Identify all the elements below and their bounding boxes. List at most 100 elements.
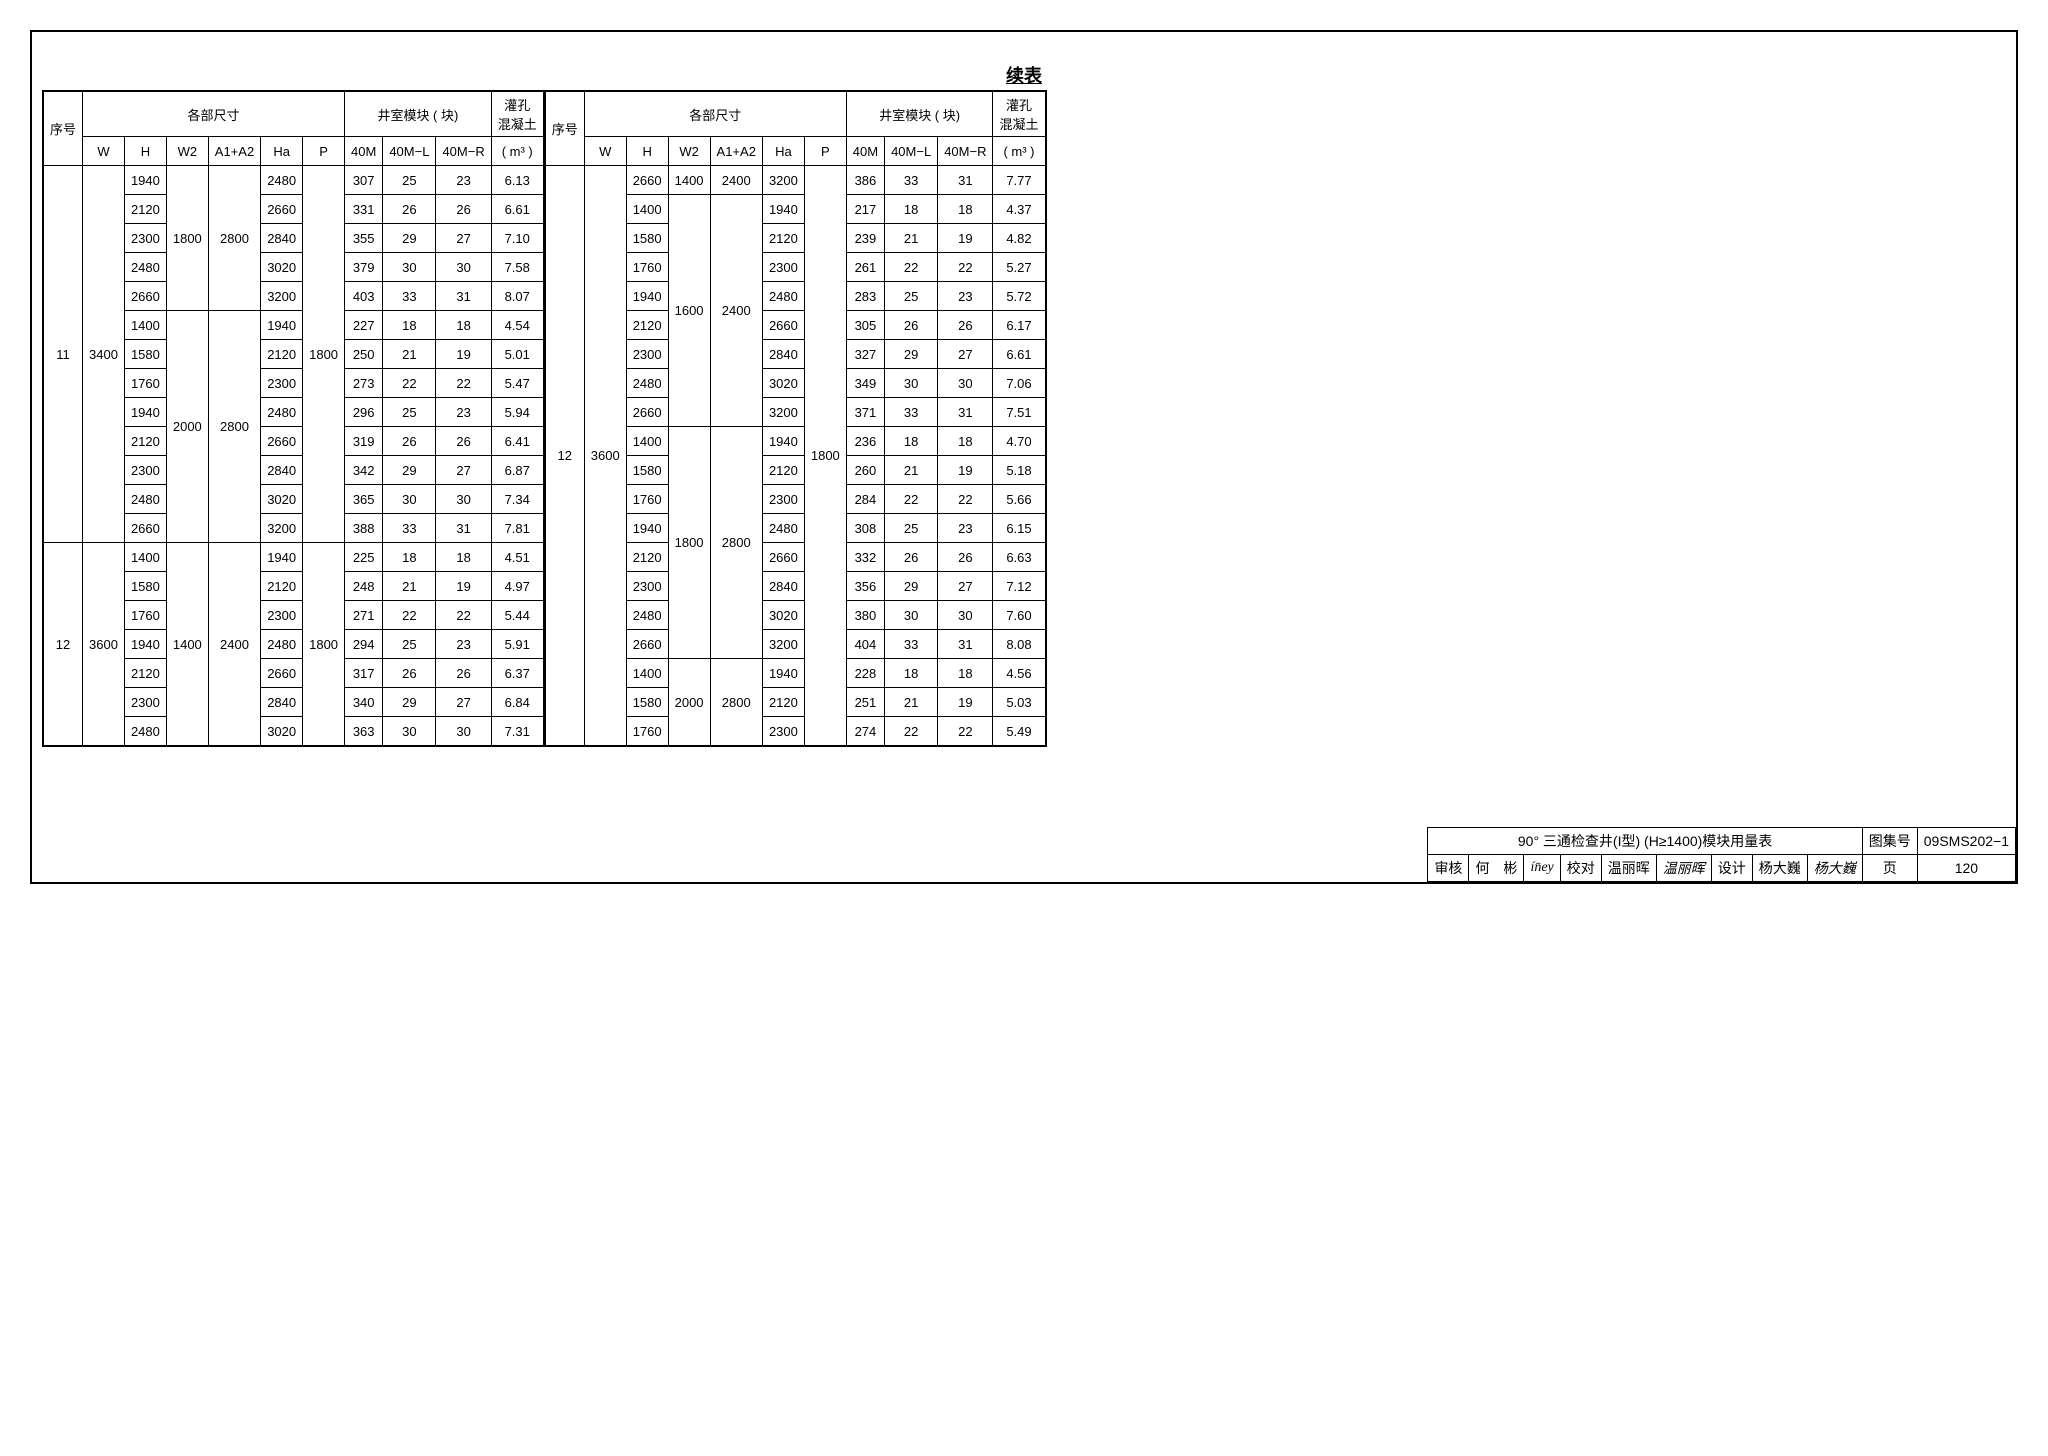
cell-Ha: 3020 — [261, 253, 303, 282]
cell-40MR: 19 — [938, 456, 993, 485]
cell-40MR: 30 — [938, 601, 993, 630]
cell-m3: 6.17 — [993, 311, 1046, 340]
cell-Ha: 1940 — [762, 659, 804, 688]
cell-H: 2120 — [124, 659, 166, 688]
cell-A1A2: 2800 — [208, 166, 260, 311]
cell-H: 1400 — [124, 311, 166, 340]
cell-Ha: 3200 — [762, 398, 804, 427]
cell-H: 1580 — [626, 688, 668, 717]
cell-H: 1760 — [626, 485, 668, 514]
cell-40ML: 33 — [383, 282, 436, 311]
cell-40ML: 30 — [885, 601, 938, 630]
drawing-no: 09SMS202−1 — [1917, 828, 2015, 855]
cell-40ML: 21 — [383, 572, 436, 601]
cell-Ha: 2480 — [261, 166, 303, 195]
cell-40ML: 25 — [885, 282, 938, 311]
cell-Ha: 3020 — [762, 369, 804, 398]
cell-m3: 4.70 — [993, 427, 1046, 456]
cell-Ha: 2480 — [261, 398, 303, 427]
cell-H: 2660 — [626, 166, 668, 195]
cell-Ha: 1940 — [762, 427, 804, 456]
design-sig: 杨大巍 — [1807, 855, 1862, 882]
col-seq: 序号 — [43, 91, 83, 166]
cell-40ML: 18 — [885, 427, 938, 456]
cell-40MR: 23 — [436, 630, 491, 659]
cell-Ha: 1940 — [762, 195, 804, 224]
cell-Ha: 1940 — [261, 543, 303, 572]
drawing-no-label: 图集号 — [1862, 828, 1917, 855]
col-A1A2: A1+A2 — [208, 137, 260, 166]
cell-40MR: 27 — [436, 688, 491, 717]
cell-seq: 11 — [43, 166, 83, 543]
cell-H: 1400 — [626, 427, 668, 456]
cell-40M: 317 — [345, 659, 383, 688]
cell-40M: 342 — [345, 456, 383, 485]
cell-40MR: 27 — [436, 224, 491, 253]
cell-40M: 403 — [345, 282, 383, 311]
cell-m3: 4.54 — [491, 311, 544, 340]
cell-40M: 227 — [345, 311, 383, 340]
cell-40ML: 26 — [885, 543, 938, 572]
cell-W2: 1600 — [668, 195, 710, 427]
cell-m3: 6.87 — [491, 456, 544, 485]
cell-40MR: 31 — [436, 514, 491, 543]
cell-Ha: 2480 — [261, 630, 303, 659]
cell-Ha: 2840 — [762, 572, 804, 601]
cell-Ha: 2660 — [261, 195, 303, 224]
drawing-title: 90° 三通检查井(I型) (H≥1400)模块用量表 — [1428, 828, 1862, 855]
cell-40MR: 26 — [436, 659, 491, 688]
cell-m3: 5.27 — [993, 253, 1046, 282]
cell-40ML: 21 — [885, 224, 938, 253]
cell-40M: 284 — [846, 485, 884, 514]
cell-W: 3400 — [83, 166, 125, 543]
cell-W2: 2000 — [668, 659, 710, 747]
cell-Ha: 2660 — [762, 543, 804, 572]
cell-40ML: 21 — [885, 688, 938, 717]
col-W: W — [584, 137, 626, 166]
cell-m3: 8.08 — [993, 630, 1046, 659]
col-grout: 灌孔混凝土 — [993, 91, 1046, 137]
cell-H: 1580 — [626, 224, 668, 253]
cell-m3: 7.81 — [491, 514, 544, 543]
cell-m3: 7.77 — [993, 166, 1046, 195]
col-P: P — [303, 137, 345, 166]
cell-H: 2480 — [626, 369, 668, 398]
cell-m3: 5.72 — [993, 282, 1046, 311]
table-row: 1236002660140024003200180038633317.77 — [545, 166, 1046, 195]
cell-Ha: 2840 — [762, 340, 804, 369]
cell-40MR: 18 — [938, 195, 993, 224]
cell-m3: 4.97 — [491, 572, 544, 601]
cell-m3: 6.61 — [491, 195, 544, 224]
cell-40MR: 19 — [938, 688, 993, 717]
cell-40M: 283 — [846, 282, 884, 311]
col-seq: 序号 — [545, 91, 585, 166]
review-sig: ín̄ey — [1524, 855, 1560, 882]
cell-40MR: 23 — [436, 166, 491, 195]
cell-H: 2480 — [124, 253, 166, 282]
cell-40MR: 27 — [938, 340, 993, 369]
cell-Ha: 2660 — [261, 427, 303, 456]
page-frame: 续表 序号 各部尺寸 井室模块 ( 块) 灌孔混凝土 W H W2 A1+A2 … — [30, 30, 2018, 884]
cell-m3: 4.51 — [491, 543, 544, 572]
cell-Ha: 2120 — [762, 688, 804, 717]
cell-A1A2: 2400 — [208, 543, 260, 747]
cell-H: 1760 — [124, 369, 166, 398]
cell-40MR: 22 — [938, 717, 993, 747]
col-W: W — [83, 137, 125, 166]
col-40MR: 40M−R — [436, 137, 491, 166]
cell-40M: 319 — [345, 427, 383, 456]
cell-seq: 12 — [545, 166, 585, 747]
cell-W2: 1400 — [166, 543, 208, 747]
col-40ML: 40M−L — [383, 137, 436, 166]
cell-m3: 6.37 — [491, 659, 544, 688]
cell-A1A2: 2800 — [710, 659, 762, 747]
cell-m3: 5.18 — [993, 456, 1046, 485]
cell-40ML: 29 — [383, 224, 436, 253]
cell-40ML: 30 — [383, 717, 436, 747]
cell-Ha: 3200 — [762, 630, 804, 659]
cell-40ML: 29 — [885, 572, 938, 601]
cell-40ML: 22 — [383, 369, 436, 398]
cell-40ML: 26 — [383, 659, 436, 688]
cell-H: 1580 — [124, 340, 166, 369]
cell-40M: 349 — [846, 369, 884, 398]
